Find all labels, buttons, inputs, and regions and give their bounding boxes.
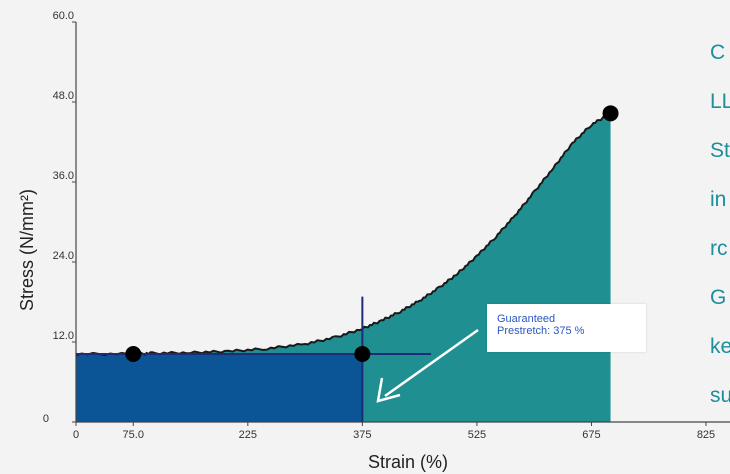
side-text-1: LL (710, 91, 730, 112)
y-axis-title: Stress (N/mm²) (17, 189, 37, 311)
callout-line-2: Prestretch: 375 % (497, 325, 585, 337)
data-point-marker (602, 105, 619, 122)
y-tick-label: 24.0 (53, 250, 74, 262)
side-text-2: St (710, 140, 730, 161)
stress-curve (75, 112, 612, 357)
data-point-marker (125, 346, 142, 362)
y-tick-label: 60.0 (53, 10, 74, 22)
y-tick-label: 0 (43, 413, 49, 425)
x-tick-label: 375 (353, 429, 371, 441)
side-text-6: ke (710, 336, 730, 357)
x-tick-label: 825 (697, 429, 715, 441)
data-point-marker (354, 346, 371, 362)
y-tick-label: 12.0 (53, 330, 74, 342)
x-tick-label: 0 (73, 429, 79, 441)
side-text-5: G (710, 287, 727, 308)
side-text-0: C (710, 42, 726, 63)
side-text-7: su (710, 385, 730, 406)
y-tick-label: 48.0 (53, 90, 74, 102)
x-tick-label: 525 (468, 429, 486, 441)
x-tick-label: 225 (239, 429, 257, 441)
guaranteed-prestretch-callout: Guaranteed Prestretch: 375 % (487, 304, 646, 352)
callout-line-1: Guaranteed (497, 313, 556, 325)
side-text-3: in (710, 189, 727, 210)
x-axis-title: Strain (%) (368, 452, 448, 472)
stress-area (76, 113, 611, 422)
y-tick-label: 36.0 (53, 170, 74, 182)
x-tick-label: 675 (582, 429, 600, 441)
callout-arrow-line (384, 328, 479, 398)
callout-arrow-head (376, 377, 401, 403)
prestretch-region (76, 354, 363, 422)
side-text-4: rc (710, 238, 728, 259)
x-tick-label: 75.0 (123, 429, 144, 441)
